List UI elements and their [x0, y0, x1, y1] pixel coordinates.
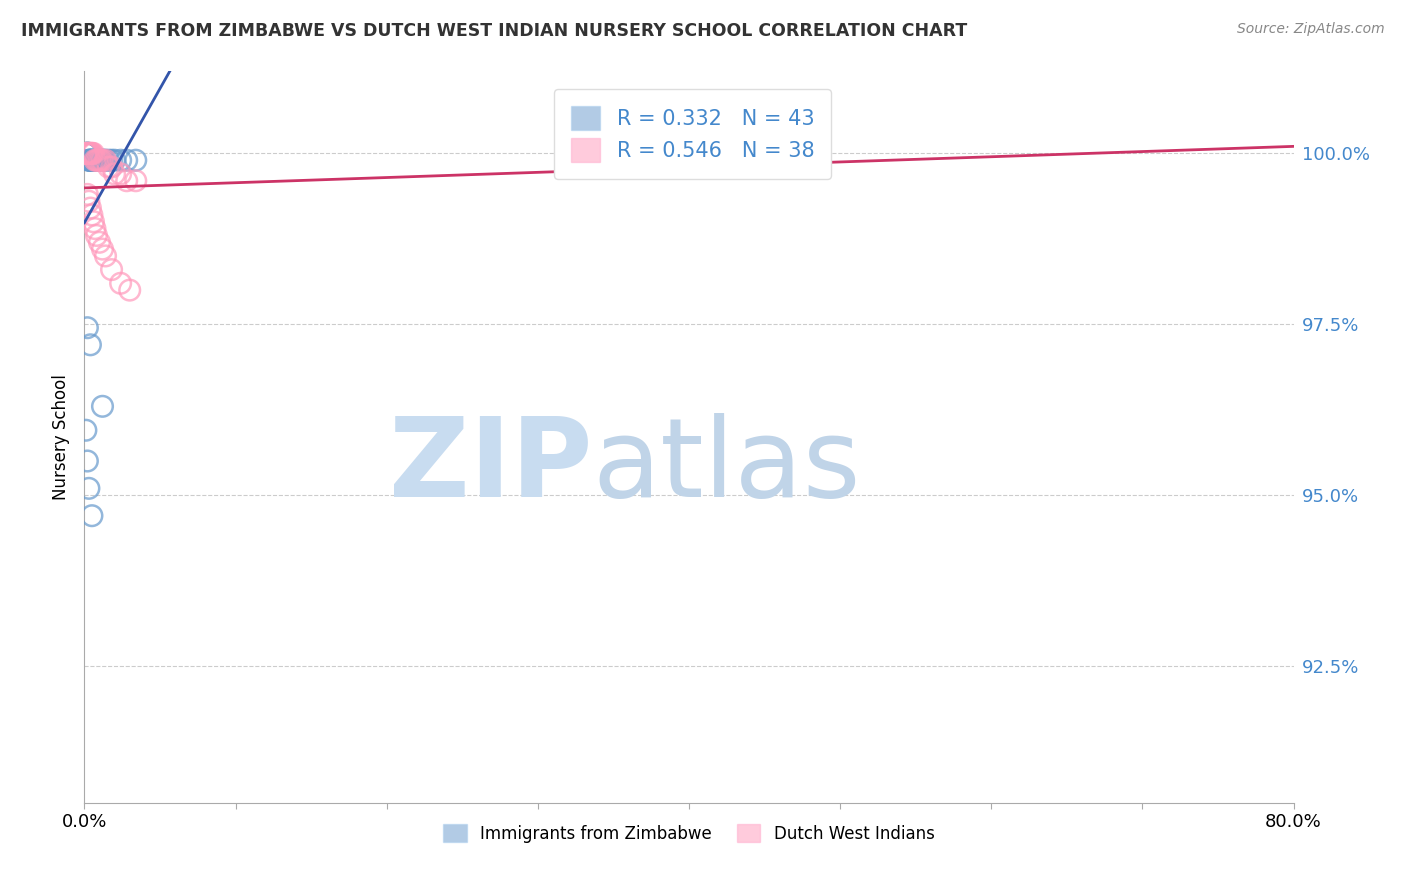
Point	[89, 153, 111, 168]
Point	[77, 153, 100, 168]
Point	[100, 160, 122, 174]
Point	[94, 153, 117, 168]
Point	[79, 153, 101, 168]
Point	[80, 153, 103, 168]
Point	[76, 146, 98, 161]
Point	[100, 262, 122, 277]
Point	[77, 146, 100, 161]
Point	[110, 153, 132, 168]
Point	[110, 277, 132, 291]
Point	[86, 153, 108, 168]
Point	[75, 146, 97, 161]
Point	[125, 153, 148, 168]
Point	[93, 153, 115, 168]
Point	[115, 153, 138, 168]
Point	[80, 146, 103, 161]
Point	[80, 153, 103, 168]
Point	[97, 160, 120, 174]
Point	[89, 235, 111, 250]
Point	[82, 153, 104, 168]
Point	[90, 153, 112, 168]
Point	[84, 221, 107, 235]
Point	[80, 146, 103, 161]
Point	[91, 153, 114, 168]
Point	[80, 208, 103, 222]
Point	[100, 153, 122, 168]
Point	[75, 146, 97, 161]
Point	[86, 153, 108, 168]
Point	[90, 153, 112, 168]
Point	[75, 146, 97, 161]
Point	[86, 228, 108, 243]
Point	[79, 201, 101, 215]
Text: Source: ZipAtlas.com: Source: ZipAtlas.com	[1237, 22, 1385, 37]
Point	[76, 454, 98, 468]
Point	[76, 146, 98, 161]
Point	[84, 153, 107, 168]
Point	[77, 146, 100, 161]
Point	[82, 215, 104, 229]
Point	[662, 146, 685, 161]
Point	[76, 187, 98, 202]
Point	[79, 146, 101, 161]
Point	[75, 423, 97, 437]
Point	[77, 481, 100, 495]
Point	[87, 153, 110, 168]
Point	[75, 146, 97, 161]
Text: ZIP: ZIP	[389, 413, 592, 520]
Y-axis label: Nursery School: Nursery School	[52, 374, 70, 500]
Point	[104, 167, 127, 181]
Point	[76, 320, 98, 334]
Point	[87, 153, 110, 168]
Point	[76, 146, 98, 161]
Point	[77, 146, 100, 161]
Point	[87, 153, 110, 168]
Point	[82, 153, 104, 168]
Point	[77, 194, 100, 209]
Point	[76, 146, 98, 161]
Point	[118, 283, 141, 297]
Point	[82, 146, 104, 161]
Point	[79, 338, 101, 352]
Point	[80, 508, 103, 523]
Point	[75, 146, 97, 161]
Point	[110, 167, 132, 181]
Text: atlas: atlas	[592, 413, 860, 520]
Point	[94, 249, 117, 263]
Point	[76, 146, 98, 161]
Point	[84, 153, 107, 168]
Point	[77, 146, 100, 161]
Point	[115, 174, 138, 188]
Point	[79, 146, 101, 161]
Point	[77, 146, 100, 161]
Point	[125, 174, 148, 188]
Point	[79, 153, 101, 168]
Point	[91, 400, 114, 414]
Point	[79, 153, 101, 168]
Point	[104, 153, 127, 168]
Text: IMMIGRANTS FROM ZIMBABWE VS DUTCH WEST INDIAN NURSERY SCHOOL CORRELATION CHART: IMMIGRANTS FROM ZIMBABWE VS DUTCH WEST I…	[21, 22, 967, 40]
Point	[94, 153, 117, 168]
Point	[97, 153, 120, 168]
Point	[77, 153, 100, 168]
Point	[89, 153, 111, 168]
Point	[76, 146, 98, 161]
Point	[91, 242, 114, 256]
Point	[91, 153, 114, 168]
Point	[84, 153, 107, 168]
Point	[86, 153, 108, 168]
Legend: Immigrants from Zimbabwe, Dutch West Indians: Immigrants from Zimbabwe, Dutch West Ind…	[437, 818, 941, 849]
